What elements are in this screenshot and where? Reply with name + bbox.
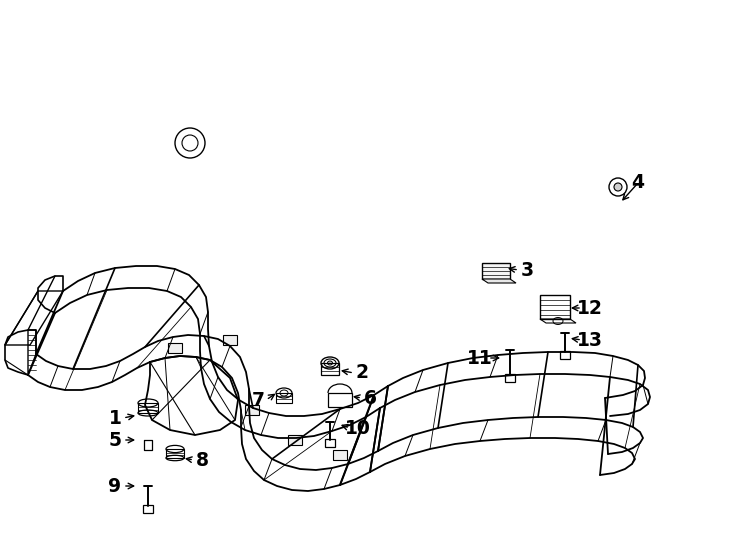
Polygon shape (482, 279, 516, 283)
Text: 13: 13 (577, 330, 603, 349)
Text: 1: 1 (109, 408, 121, 428)
Polygon shape (168, 343, 182, 353)
Ellipse shape (614, 183, 622, 191)
Polygon shape (333, 450, 347, 460)
Text: 10: 10 (345, 418, 371, 437)
Text: 2: 2 (355, 363, 368, 382)
Polygon shape (288, 435, 302, 445)
Text: 11: 11 (467, 348, 493, 368)
Text: 8: 8 (195, 450, 208, 469)
Text: 12: 12 (577, 299, 603, 318)
Polygon shape (223, 335, 237, 345)
Polygon shape (482, 263, 510, 279)
Text: 9: 9 (109, 476, 122, 496)
Text: 7: 7 (252, 390, 264, 409)
Polygon shape (245, 405, 259, 415)
Text: 4: 4 (631, 173, 644, 192)
Text: 6: 6 (363, 388, 377, 408)
Text: 3: 3 (520, 260, 534, 280)
Text: 5: 5 (109, 430, 122, 449)
Ellipse shape (327, 361, 333, 365)
